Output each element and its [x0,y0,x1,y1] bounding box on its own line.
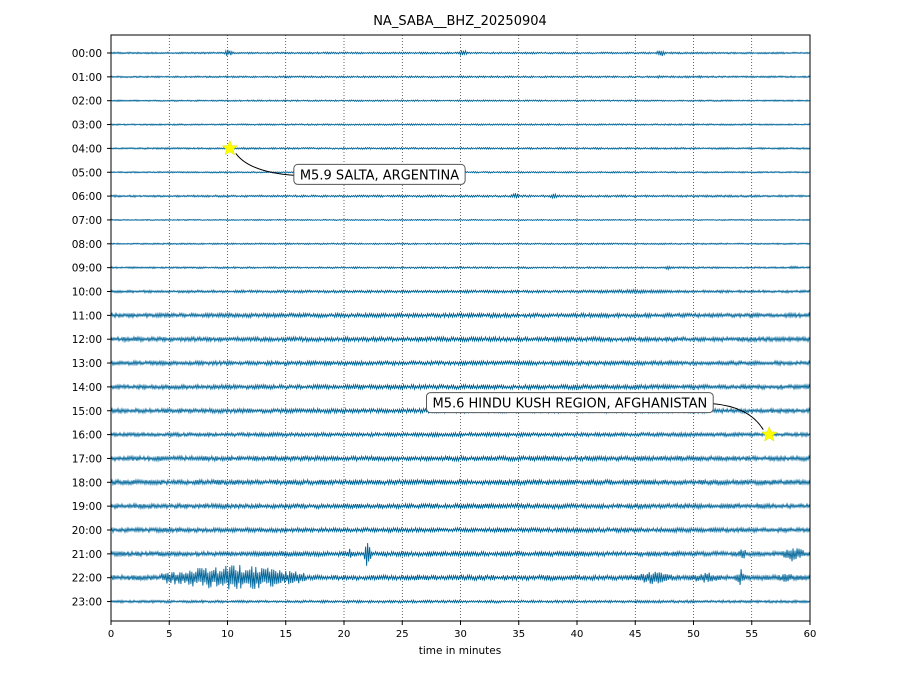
trace-line-0900 [110,265,811,271]
hour-label: 09:00 [72,263,102,275]
hour-label: 10:00 [72,287,102,299]
hour-label: 16:00 [72,430,102,442]
hour-label: 05:00 [72,167,102,179]
trace-line-1000 [110,288,811,295]
x-tick-label: 60 [804,629,817,640]
event-label: M5.9 SALTA, ARGENTINA [300,168,459,183]
trace-line-1400 [110,382,811,391]
trace-line-0300 [110,123,811,127]
x-tick-label: 30 [454,629,467,640]
x-axis-ticks: 0 5 10 15 20 25 30 35 40 45 50 55 60 [108,621,817,640]
trace-line-1700 [110,454,811,463]
trace-line-1300 [110,359,811,367]
hour-label: 20:00 [72,525,102,537]
hour-label: 18:00 [72,477,102,489]
x-tick-label: 45 [629,629,642,640]
trace-line-2200 [110,565,811,590]
hour-label: 03:00 [72,120,102,132]
event-label-box [293,163,466,185]
x-tick-label: 25 [396,629,409,640]
x-tick-label: 50 [687,629,700,640]
hour-label: 21:00 [72,549,102,561]
hour-label: 11:00 [72,310,102,322]
hour-label: 01:00 [72,72,102,84]
trace-line-0000 [110,49,811,57]
event-star-marker [760,425,778,442]
trace-line-0100 [110,74,811,80]
hour-label: 02:00 [72,96,102,108]
hour-label: 00:00 [72,48,102,60]
chart-title: NA_SABA__BHZ_20250904 [373,14,547,29]
trace-line-1200 [110,335,811,344]
plot-frame [110,34,811,622]
grid-lines [168,35,753,621]
event-label-box [426,392,714,414]
hour-label: 13:00 [72,358,102,370]
trace-line-1800 [110,477,811,487]
trace-line-1600 [110,431,811,439]
event-annotations: M5.9 SALTA, ARGENTINA M5.6 HINDU KUSH REG… [221,139,778,442]
trace-line-0400 [110,146,811,151]
event-connector [235,153,295,176]
hour-label: 07:00 [72,215,102,227]
trace-line-0200 [110,99,811,103]
trace-line-2000 [110,526,811,535]
x-tick-label: 10 [221,629,234,640]
hour-label: 17:00 [72,453,102,465]
x-tick-label: 40 [571,629,584,640]
x-tick-label: 0 [108,629,114,640]
trace-line-1900 [110,502,811,511]
hour-label: 06:00 [72,191,102,203]
hour-label: 08:00 [72,239,102,251]
event-star-marker [221,139,239,156]
x-tick-label: 20 [338,629,351,640]
event-annotation: M5.6 HINDU KUSH REGION, AFGHANISTAN [426,392,778,442]
trace-line-2100 [110,542,811,566]
trace-line-2300 [110,598,811,605]
hour-labels: 00:00 01:00 02:00 03:00 04:00 05:00 06:00 07:00… [72,48,111,609]
trace-line-0600 [110,192,811,200]
hour-label: 04:00 [72,143,102,155]
hour-label: 23:00 [72,597,102,609]
event-connector [712,403,764,430]
hour-label: 12:00 [72,334,102,346]
x-tick-label: 5 [166,629,172,640]
x-tick-label: 55 [745,629,758,640]
event-label: M5.6 HINDU KUSH REGION, AFGHANISTAN [433,397,708,412]
hour-label: 19:00 [72,501,102,513]
trace-line-1100 [110,311,811,320]
trace-line-0700 [110,218,811,222]
hour-label: 15:00 [72,406,102,418]
x-tick-label: 35 [512,629,525,640]
event-annotation: M5.9 SALTA, ARGENTINA [221,139,466,185]
x-tick-label: 15 [279,629,292,640]
hour-label: 14:00 [72,382,102,394]
trace-group [110,49,811,605]
hour-label: 22:00 [72,573,102,585]
x-axis-label: time in minutes [419,645,501,657]
trace-line-0800 [110,242,811,246]
